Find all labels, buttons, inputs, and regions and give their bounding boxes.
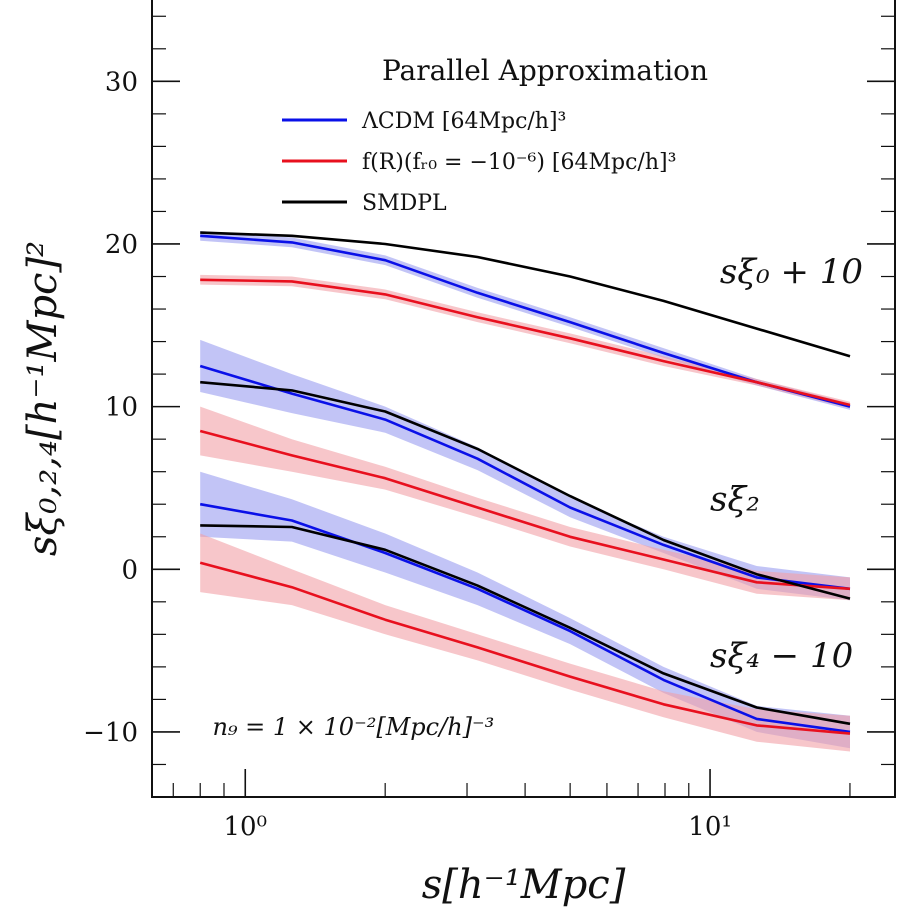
- x-tick-label: 10¹: [688, 812, 732, 842]
- monopole-lcdm-line: [200, 234, 851, 408]
- hexadecapole-fr-line: [199, 561, 851, 735]
- legend-title: Parallel Approximation: [382, 54, 708, 87]
- annotations: sξ₀ + 10 sξ₂ sξ₄ − 10 n₉ = 1 × 10⁻²[Mpc/h]⁻…: [212, 252, 863, 741]
- quadrupole-fr-line: [199, 429, 851, 591]
- axes: −10 0 10 20 30 10⁰ 10¹: [83, 0, 896, 842]
- quadrupole-lcdm-band: [200, 339, 850, 601]
- hexadecapole-lcdm-line: [199, 502, 851, 734]
- legend-entry: ΛCDM [64Mpc/h]³: [361, 109, 566, 134]
- legend-entry: f(R)(fᵣ₀ = −10⁻⁶) [64Mpc/h]³: [362, 150, 676, 175]
- quadrupole-smdpl-line: [200, 380, 851, 600]
- annotation: n₉ = 1 × 10⁻²[Mpc/h]⁻³: [212, 713, 494, 741]
- series-lines: [199, 231, 851, 735]
- y-tick-label: 30: [105, 67, 138, 97]
- quadrupole-lcdm-line: [199, 364, 851, 591]
- hexadecapole-smdpl-line: [200, 524, 851, 726]
- axis-labels: s[h⁻¹Mpc] sξ₀,₂,₄[h⁻¹Mpc]²: [20, 241, 626, 908]
- annotation: sξ₂: [710, 480, 760, 520]
- monopole-smdpl-line: [200, 231, 851, 358]
- annotation: sξ₄ − 10: [710, 636, 853, 676]
- monopole-fr-line: [200, 278, 851, 407]
- plot-frame: [151, 0, 896, 798]
- x-tick-label: 10⁰: [224, 812, 268, 842]
- annotation: sξ₀ + 10: [720, 252, 863, 292]
- x-axis-label: s[h⁻¹Mpc]: [422, 862, 626, 908]
- y-tick-label: 10: [105, 393, 138, 423]
- y-tick-label: 20: [105, 230, 138, 260]
- hexadecapole-fr-band: [200, 533, 850, 752]
- y-tick-label: 0: [121, 555, 138, 585]
- y-axis-label: sξ₀,₂,₄[h⁻¹Mpc]²: [20, 241, 66, 556]
- legend-entry: SMDPL: [362, 191, 447, 216]
- y-tick-label: −10: [83, 718, 138, 748]
- legend: Parallel Approximation ΛCDM [64Mpc/h]³ f(R…: [282, 54, 708, 216]
